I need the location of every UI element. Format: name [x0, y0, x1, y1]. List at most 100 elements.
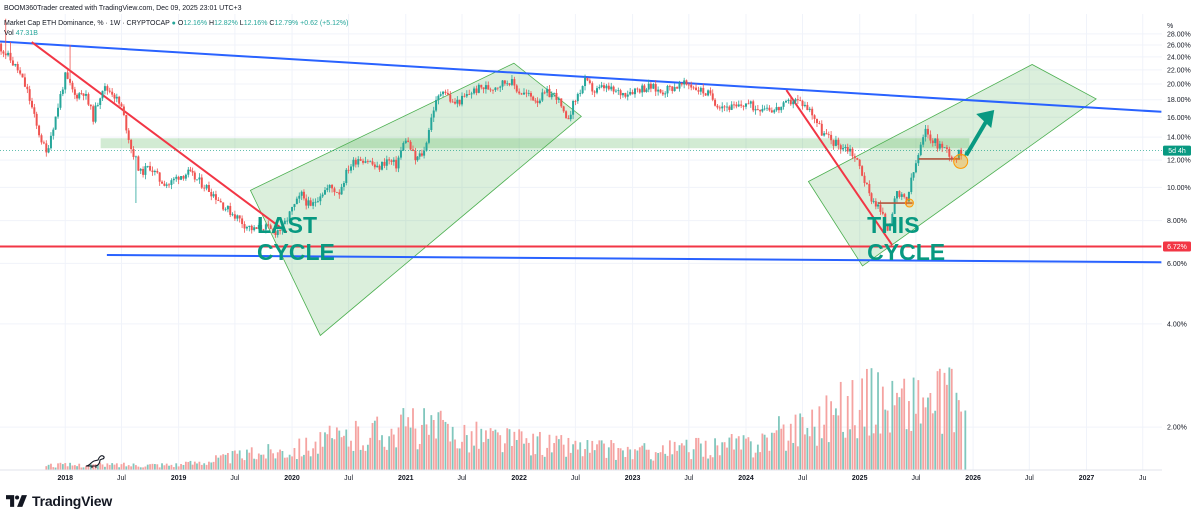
volume-bar [546, 447, 549, 470]
candle-body [503, 80, 506, 84]
candle-body [314, 201, 317, 203]
last-price-countdown-bg [1163, 145, 1191, 156]
x-tick-label: 2027 [1079, 475, 1095, 482]
candle-body [919, 144, 922, 156]
dino-icon[interactable] [84, 452, 106, 468]
x-tick-label: Jul [230, 475, 239, 482]
volume-bar [73, 465, 76, 470]
volume-bar [496, 432, 499, 470]
candle-body [910, 177, 913, 193]
volume-bar [520, 431, 523, 470]
volume-bar [243, 460, 246, 470]
volume-bar [357, 426, 360, 470]
volume-bar [737, 436, 740, 470]
volume-bar [919, 423, 922, 470]
candle-body [879, 204, 882, 212]
volume-bar [598, 440, 601, 470]
volume-bar [652, 460, 655, 470]
volume-bar [922, 397, 925, 470]
candle-body [792, 101, 795, 105]
candle-body [659, 89, 662, 93]
candle-body [465, 94, 468, 97]
candle-body [28, 89, 31, 101]
volume-bar [723, 442, 726, 470]
candle-body [532, 96, 535, 101]
volume-bar [381, 435, 383, 470]
candle-body [943, 147, 946, 149]
symbol-legend[interactable]: Market Cap ETH Dominance, % · 1W · CRYPT… [4, 19, 348, 28]
volume-bar [170, 464, 173, 470]
symbol-name[interactable]: Market Cap ETH Dominance, % · 1W · CRYPT… [4, 20, 170, 27]
candle-body [922, 137, 925, 145]
candle-body [345, 169, 348, 183]
candle-body [576, 93, 579, 102]
volume-bar [317, 453, 319, 470]
candle-body [851, 148, 854, 157]
volume-bar [449, 441, 452, 470]
y-tick-label: 22.00% [1167, 67, 1191, 74]
candle-body [903, 194, 906, 197]
x-tick-label: 2018 [57, 475, 73, 482]
volume-bar [870, 368, 873, 470]
volume-bar [281, 451, 284, 470]
volume-bar [827, 442, 830, 470]
candle-body [794, 99, 797, 102]
volume-bar [787, 440, 790, 470]
volume-bar [248, 452, 251, 470]
candle-body [489, 89, 492, 91]
channels [249, 62, 1097, 337]
candle-body [707, 90, 710, 96]
volume-bar [957, 400, 960, 470]
candle-body [905, 196, 908, 202]
volume-bar [555, 435, 558, 470]
volume-bar [262, 454, 265, 470]
candle-body [38, 125, 41, 136]
candle-body [728, 106, 731, 110]
candle-body [245, 226, 248, 229]
candle-body [106, 86, 109, 91]
volume-bar [948, 367, 951, 470]
volume-bar [321, 446, 324, 470]
candle-body [534, 100, 537, 102]
x-tick-label: 2020 [284, 475, 300, 482]
volume-bar [929, 392, 932, 470]
candle-body [697, 90, 700, 92]
candle-body [832, 140, 835, 146]
volume-bar [799, 413, 802, 470]
candle-body [335, 192, 338, 193]
candle-body [716, 105, 719, 108]
volume-bar [250, 447, 253, 470]
volume-bar [733, 449, 735, 470]
volume-bar [142, 467, 144, 470]
candle-body [272, 228, 275, 232]
candle-body [711, 93, 714, 100]
candle-body [19, 70, 22, 74]
volume-bar [752, 457, 755, 470]
volume-bar [697, 437, 700, 470]
candle-body [555, 92, 558, 100]
candle-body [475, 88, 478, 93]
candle-body [808, 108, 811, 111]
volume-bar [99, 462, 102, 470]
volume-bar [863, 426, 866, 470]
candle-body [823, 133, 826, 136]
candle-body [844, 147, 847, 149]
candle-body [342, 182, 345, 187]
volume-bar [104, 466, 106, 470]
candle-body [721, 106, 724, 109]
this-cycle-label: THIS [867, 212, 919, 238]
volume-bar [87, 466, 90, 470]
volume-bar [135, 465, 137, 470]
candle-body [64, 72, 67, 90]
volume-bar [813, 426, 816, 470]
tradingview-brand[interactable]: TradingView [6, 493, 112, 509]
candle-body [737, 104, 740, 107]
candle-body [633, 88, 636, 95]
volume-legend[interactable]: Vol 47.31B [4, 29, 38, 38]
candle-body [78, 93, 81, 99]
volume-bar [425, 424, 428, 470]
volume-bar [432, 419, 435, 470]
